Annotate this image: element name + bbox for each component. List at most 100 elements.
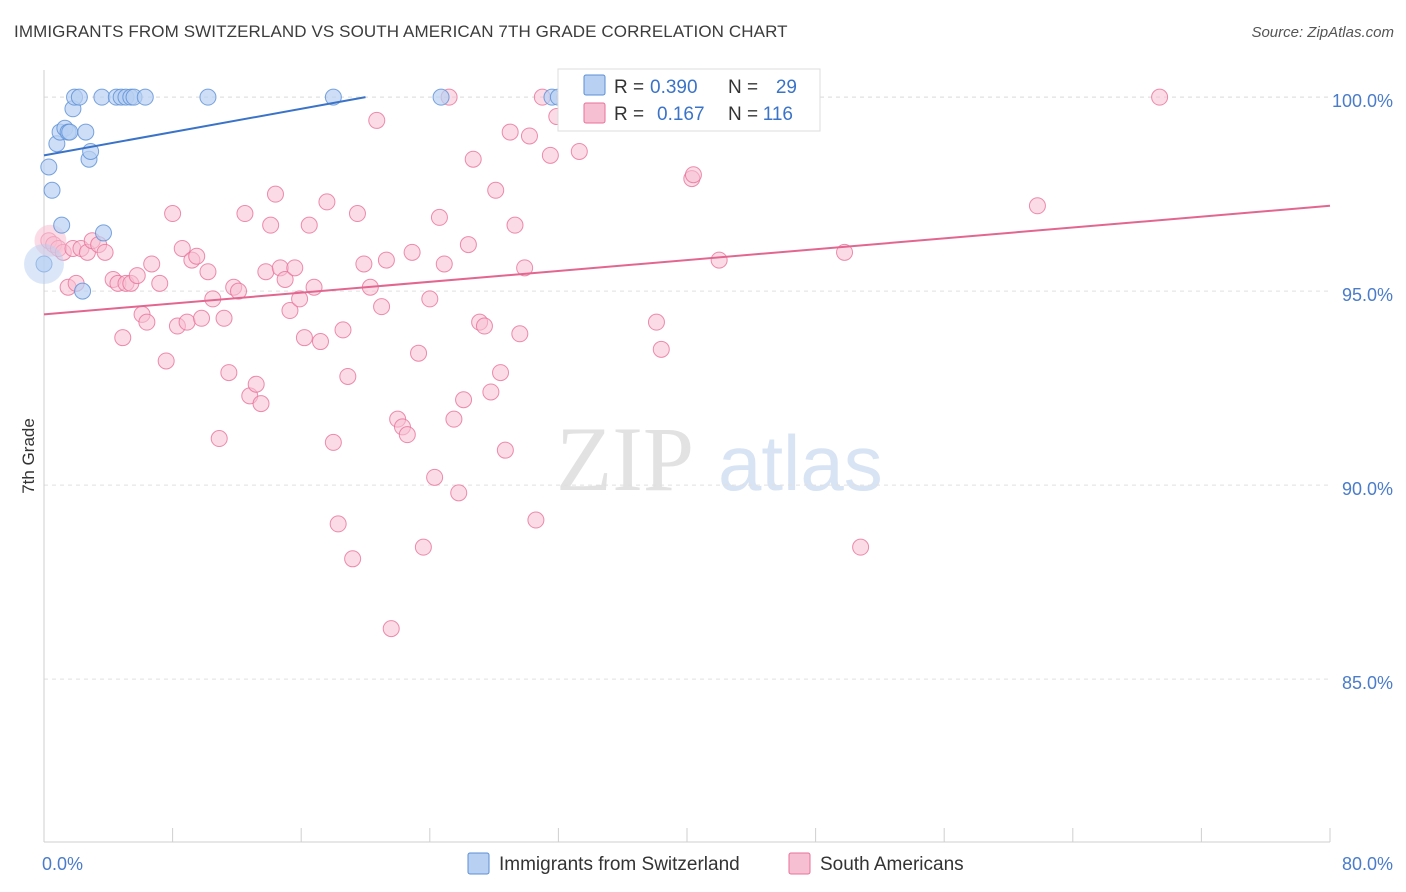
point-south-americans <box>852 538 870 556</box>
legend-n-blue: 29 <box>776 77 797 98</box>
point-south-americans <box>220 364 238 382</box>
point-south-americans <box>151 274 169 292</box>
y-tick-labels: 100.0% 95.0% 90.0% 85.0% <box>1332 91 1393 693</box>
point-switzerland <box>93 88 111 106</box>
bottom-legend-swatch-pink <box>788 852 811 875</box>
point-south-americans <box>188 247 206 265</box>
chart-source: Source: ZipAtlas.com <box>1251 24 1394 41</box>
point-south-americans <box>836 243 854 261</box>
y-axis-title: 7th Grade <box>19 418 38 494</box>
point-south-americans <box>1151 88 1169 106</box>
point-switzerland <box>94 224 112 242</box>
point-south-americans <box>157 352 175 370</box>
series-switzerland <box>24 88 567 300</box>
point-switzerland <box>432 88 450 106</box>
point-south-americans <box>96 243 114 261</box>
point-south-americans <box>459 236 477 254</box>
point-south-americans <box>464 150 482 168</box>
point-south-americans <box>300 216 318 234</box>
point-south-americans <box>516 259 534 277</box>
point-south-americans <box>1028 197 1046 215</box>
point-switzerland <box>53 216 71 234</box>
point-south-americans <box>266 185 284 203</box>
correlation-legend: R = 0.390 N = 29 R = 0.167 N = 116 <box>557 68 821 132</box>
point-south-americans <box>450 484 468 502</box>
point-south-americans <box>482 383 500 401</box>
point-south-americans <box>475 317 493 335</box>
point-south-americans <box>652 340 670 358</box>
point-switzerland <box>70 88 88 106</box>
point-south-americans <box>344 550 362 568</box>
point-south-americans <box>164 205 182 223</box>
point-south-americans <box>339 367 357 385</box>
point-south-americans <box>173 239 191 257</box>
legend-r-blue: 0.390 <box>650 77 698 98</box>
point-south-americans <box>281 302 299 320</box>
point-south-americans <box>410 344 428 362</box>
point-switzerland <box>136 88 154 106</box>
y-tick-label: 100.0% <box>1332 91 1393 111</box>
watermark-atlas: atlas <box>718 419 883 507</box>
point-switzerland <box>77 123 95 141</box>
point-switzerland <box>199 88 217 106</box>
point-south-americans <box>455 391 473 409</box>
legend-n-label: N = <box>728 104 758 125</box>
point-south-americans <box>492 364 510 382</box>
point-switzerland <box>61 123 79 141</box>
point-south-americans <box>236 205 254 223</box>
series-south-americans <box>34 88 1169 638</box>
point-south-americans <box>252 395 270 413</box>
point-switzerland <box>324 88 342 106</box>
point-south-americans <box>348 205 366 223</box>
point-south-americans <box>324 433 342 451</box>
point-south-americans <box>295 329 313 347</box>
point-switzerland <box>74 282 92 300</box>
legend-r-label: R = <box>614 104 644 125</box>
point-south-americans <box>138 313 156 331</box>
legend-swatch-pink <box>583 102 606 124</box>
trend-lines <box>43 96 1331 316</box>
point-south-americans <box>193 309 211 327</box>
legend-swatch-blue <box>583 74 606 96</box>
point-south-americans <box>430 208 448 226</box>
point-switzerland-large <box>24 243 64 284</box>
watermark: ZIP atlas <box>556 408 883 510</box>
y-tick-label: 85.0% <box>1342 673 1393 693</box>
x-tick-label-max: 80.0% <box>1342 854 1393 874</box>
legend-r-label: R = <box>614 77 644 98</box>
point-south-americans <box>311 333 329 351</box>
bottom-legend-switzerland: Immigrants from Switzerland <box>499 854 740 875</box>
point-south-americans <box>520 127 538 145</box>
point-south-americans <box>230 282 248 300</box>
point-south-americans <box>445 410 463 428</box>
point-south-americans <box>496 441 514 459</box>
chart-title: IMMIGRANTS FROM SWITZERLAND VS SOUTH AME… <box>14 22 788 41</box>
bottom-legend-swatch-blue <box>467 852 490 875</box>
point-south-americans <box>421 290 439 308</box>
point-south-americans <box>647 313 665 331</box>
point-south-americans <box>291 290 309 308</box>
point-south-americans <box>199 263 217 281</box>
point-south-americans <box>334 321 352 339</box>
point-south-americans <box>541 146 559 164</box>
point-south-americans <box>286 259 304 277</box>
point-south-americans <box>377 251 395 269</box>
point-south-americans <box>128 267 146 285</box>
point-south-americans <box>114 329 132 347</box>
point-south-americans <box>710 251 728 269</box>
legend-n-label: N = <box>728 77 758 98</box>
point-south-americans <box>398 426 416 444</box>
point-south-americans <box>215 309 233 327</box>
point-south-americans <box>403 243 421 261</box>
trend-line-south-americans <box>43 204 1331 316</box>
point-south-americans <box>382 620 400 638</box>
point-south-americans <box>511 325 529 343</box>
point-south-americans <box>570 142 588 160</box>
point-south-americans <box>684 166 702 184</box>
point-south-americans <box>527 511 545 529</box>
axes <box>43 70 1331 843</box>
point-south-americans <box>414 538 432 556</box>
point-south-americans <box>426 468 444 486</box>
y-tick-label: 95.0% <box>1342 285 1393 305</box>
